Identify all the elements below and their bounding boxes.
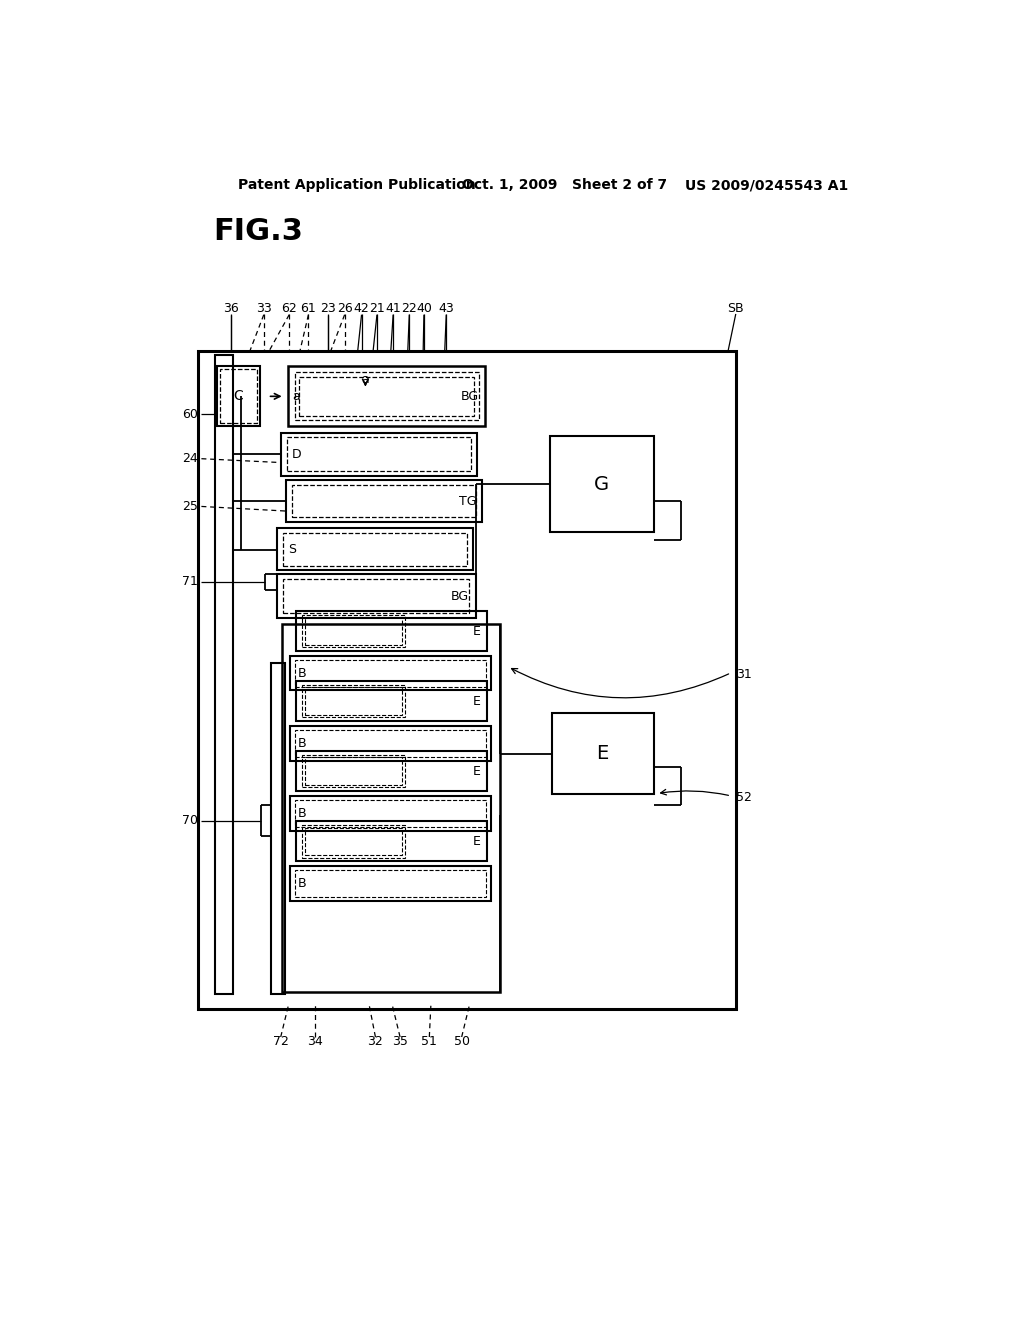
Text: 26: 26 xyxy=(337,302,352,315)
Text: 36: 36 xyxy=(223,302,239,315)
Bar xyxy=(304,828,402,855)
Bar xyxy=(287,437,471,471)
Bar xyxy=(301,825,404,858)
Text: G: G xyxy=(594,475,609,494)
Bar xyxy=(295,730,486,756)
Text: 24: 24 xyxy=(182,453,199,465)
Text: 21: 21 xyxy=(369,302,385,315)
Bar xyxy=(301,685,404,718)
Text: 71: 71 xyxy=(182,576,199,589)
Text: 34: 34 xyxy=(307,1035,324,1048)
Text: 51: 51 xyxy=(422,1035,437,1048)
Text: Oct. 1, 2009   Sheet 2 of 7: Oct. 1, 2009 Sheet 2 of 7 xyxy=(462,178,667,193)
Text: 52: 52 xyxy=(736,791,752,804)
Text: a: a xyxy=(361,372,370,385)
Bar xyxy=(295,800,486,826)
Bar xyxy=(295,660,486,686)
Text: 42: 42 xyxy=(353,302,370,315)
Text: 41: 41 xyxy=(385,302,401,315)
Text: 33: 33 xyxy=(256,302,271,315)
Bar xyxy=(281,433,477,475)
Bar xyxy=(304,618,402,645)
Bar xyxy=(199,351,736,1010)
Bar xyxy=(552,713,654,793)
Text: D: D xyxy=(292,447,301,461)
Text: 61: 61 xyxy=(301,302,316,315)
Text: FIG.3: FIG.3 xyxy=(214,216,303,246)
Bar xyxy=(304,758,402,785)
Text: B: B xyxy=(298,807,306,820)
Text: S: S xyxy=(288,543,296,556)
Text: 25: 25 xyxy=(182,500,199,513)
Text: 70: 70 xyxy=(182,814,199,828)
Text: 23: 23 xyxy=(321,302,336,315)
Text: E: E xyxy=(473,624,481,638)
Text: 43: 43 xyxy=(438,302,454,315)
Text: C: C xyxy=(233,389,244,404)
Text: Patent Application Publication: Patent Application Publication xyxy=(239,178,476,193)
Text: 62: 62 xyxy=(282,302,297,315)
Text: SB: SB xyxy=(727,302,744,315)
Text: 72: 72 xyxy=(272,1035,289,1048)
Bar xyxy=(292,484,476,517)
Bar xyxy=(290,796,490,830)
Bar xyxy=(296,751,487,792)
Text: BG: BG xyxy=(452,590,469,603)
Bar xyxy=(290,656,490,690)
Text: 50: 50 xyxy=(454,1035,470,1048)
Text: a: a xyxy=(292,389,300,403)
Bar xyxy=(276,528,473,570)
Bar xyxy=(296,611,487,651)
Bar xyxy=(283,578,469,614)
Bar xyxy=(286,480,482,521)
Text: 60: 60 xyxy=(182,408,199,421)
Bar xyxy=(301,755,404,788)
Text: TG: TG xyxy=(459,495,476,508)
Bar xyxy=(296,681,487,721)
Bar xyxy=(290,726,490,760)
Bar xyxy=(270,663,285,994)
Bar xyxy=(283,624,500,991)
Text: E: E xyxy=(473,694,481,708)
Bar xyxy=(304,688,402,715)
Bar xyxy=(550,436,654,532)
Bar xyxy=(220,370,257,424)
Text: B: B xyxy=(298,878,306,890)
Text: 35: 35 xyxy=(392,1035,408,1048)
Text: B: B xyxy=(298,737,306,750)
Bar xyxy=(217,367,260,426)
Text: 31: 31 xyxy=(736,668,752,681)
Bar xyxy=(289,367,484,426)
Text: 32: 32 xyxy=(368,1035,383,1048)
Bar xyxy=(295,870,486,896)
Bar xyxy=(290,866,490,900)
Bar xyxy=(301,615,404,647)
Text: BG: BG xyxy=(461,389,478,403)
Text: E: E xyxy=(473,764,481,777)
Bar xyxy=(283,532,467,566)
Bar xyxy=(296,821,487,862)
Text: E: E xyxy=(473,834,481,847)
Text: US 2009/0245543 A1: US 2009/0245543 A1 xyxy=(685,178,848,193)
Bar xyxy=(276,574,475,618)
Text: B: B xyxy=(298,667,306,680)
Text: 40: 40 xyxy=(416,302,432,315)
Bar xyxy=(299,378,474,416)
Bar xyxy=(215,355,233,994)
Text: E: E xyxy=(596,744,608,763)
Text: 22: 22 xyxy=(401,302,417,315)
Bar xyxy=(295,372,478,420)
